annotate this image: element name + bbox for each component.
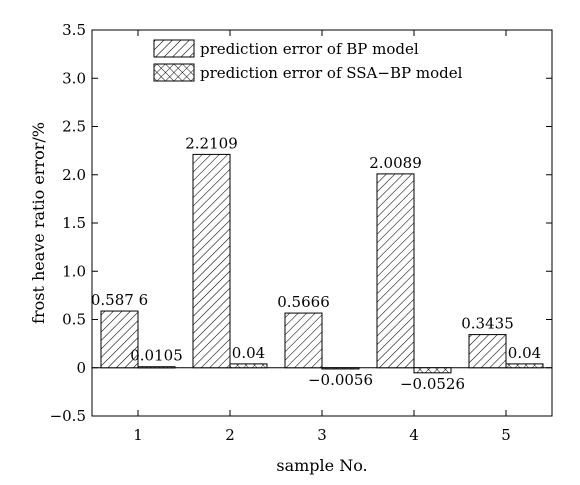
y-tick-label: 1.0 — [62, 262, 86, 280]
data-labels: 0.587 6 0.0105 2.2109 0.04 0.5666 −0.0056 2.00… — [91, 134, 541, 392]
data-label-bp-sample-3: 0.5666 — [277, 293, 330, 311]
x-axis-title: sample No. — [276, 456, 367, 475]
y-tick-label: 0.5 — [62, 311, 86, 329]
data-label-bp-sample-5: 0.3435 — [461, 315, 514, 333]
data-label-bp-sample-1: 0.587 6 — [91, 291, 148, 309]
legend-swatch-ssa-bp — [153, 63, 195, 82]
bar-bp-sample-5 — [468, 334, 507, 369]
y-tick-label: 1.5 — [62, 214, 86, 232]
legend-label-ssa-bp: prediction error of SSA−BP model — [200, 64, 463, 82]
legend-label-bp: prediction error of BP model — [200, 40, 419, 58]
x-tick-label: 4 — [409, 426, 419, 444]
y-tick-label: 3.5 — [62, 21, 86, 39]
y-axis-title: frost heave ratio error/% — [29, 122, 48, 324]
x-tick-label: 3 — [317, 426, 327, 444]
y-tick-label: 2.0 — [62, 166, 86, 184]
x-tick-label: 2 — [225, 426, 235, 444]
data-label-ssa-bp-sample-5: 0.04 — [508, 344, 541, 362]
bar-ssa-bp-sample-4 — [413, 367, 452, 374]
y-tick-label: −0.5 — [50, 407, 86, 425]
bar-bp-sample-2 — [192, 153, 231, 369]
bar-bp-sample-4 — [376, 173, 415, 369]
bar-ssa-bp-sample-3 — [321, 367, 360, 370]
x-tick-label: 1 — [133, 426, 143, 444]
y-tick-label: 2.5 — [62, 118, 86, 136]
bar-ssa-bp-sample-2 — [229, 363, 268, 369]
legend: prediction error of BP model prediction … — [153, 39, 463, 82]
bar-ssa-bp-sample-1 — [137, 366, 176, 369]
data-label-ssa-bp-sample-1: 0.0105 — [130, 347, 183, 365]
y-tick-label: 0 — [76, 359, 86, 377]
data-label-bp-sample-2: 2.2109 — [185, 134, 238, 152]
x-axis-ticks: 1 2 3 4 5 — [133, 30, 511, 444]
data-label-ssa-bp-sample-3: −0.0056 — [308, 371, 373, 389]
bar-ssa-bp-sample-5 — [505, 363, 544, 369]
data-label-ssa-bp-sample-2: 0.04 — [232, 344, 265, 362]
y-axis-ticks: −0.5 0 0.5 1.0 1.5 2.0 2.5 3.0 3.5 — [50, 21, 552, 425]
bar-bp-sample-1 — [100, 310, 139, 369]
bars — [100, 153, 544, 374]
data-label-ssa-bp-sample-4: −0.0526 — [400, 375, 465, 393]
data-label-bp-sample-4: 2.0089 — [369, 154, 422, 172]
legend-swatch-bp — [153, 39, 195, 58]
y-tick-label: 3.0 — [62, 69, 86, 87]
bar-bp-sample-3 — [284, 312, 323, 369]
x-tick-label: 5 — [501, 426, 511, 444]
